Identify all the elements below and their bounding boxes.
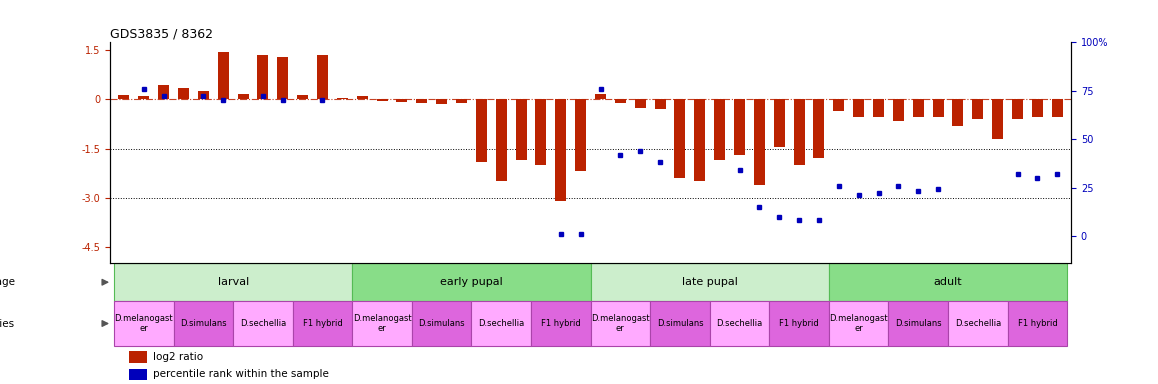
Bar <box>417 99 427 103</box>
Text: percentile rank within the sample: percentile rank within the sample <box>153 369 329 379</box>
Text: D.simulans: D.simulans <box>657 319 703 328</box>
Bar <box>695 99 705 181</box>
Bar <box>615 99 625 103</box>
Bar <box>953 99 963 126</box>
Bar <box>298 94 308 99</box>
Text: GDS3835 / 8362: GDS3835 / 8362 <box>110 27 213 40</box>
Text: F1 hybrid: F1 hybrid <box>779 319 819 328</box>
Bar <box>714 99 725 160</box>
Text: larval: larval <box>218 277 249 287</box>
Bar <box>1051 99 1063 118</box>
Bar <box>376 99 388 101</box>
Text: F1 hybrid: F1 hybrid <box>1018 319 1057 328</box>
Bar <box>293 301 352 346</box>
Bar <box>471 301 532 346</box>
Text: D.simulans: D.simulans <box>179 319 227 328</box>
Text: development stage: development stage <box>0 277 15 287</box>
Bar <box>352 301 412 346</box>
Bar <box>853 99 864 118</box>
Bar <box>532 301 591 346</box>
Text: F1 hybrid: F1 hybrid <box>541 319 580 328</box>
Bar <box>774 99 785 147</box>
Text: species: species <box>0 318 15 329</box>
Bar <box>317 55 328 99</box>
Bar <box>829 263 1068 301</box>
Bar <box>710 301 769 346</box>
Bar <box>754 99 764 185</box>
Bar <box>973 99 983 119</box>
Text: D.sechellia: D.sechellia <box>240 319 286 328</box>
Bar <box>793 99 805 165</box>
Bar <box>635 99 646 108</box>
Text: early pupal: early pupal <box>440 277 503 287</box>
Bar <box>237 94 249 99</box>
Bar <box>650 301 710 346</box>
Bar <box>595 94 606 99</box>
Bar <box>948 301 1007 346</box>
Text: D.sechellia: D.sechellia <box>478 319 525 328</box>
Bar <box>396 99 408 102</box>
Text: D.simulans: D.simulans <box>895 319 941 328</box>
Bar <box>932 99 944 118</box>
Text: D.melanogast
er: D.melanogast er <box>829 314 888 333</box>
Bar <box>769 301 829 346</box>
Text: F1 hybrid: F1 hybrid <box>302 319 343 328</box>
Bar <box>873 99 884 118</box>
Bar <box>113 263 352 301</box>
Bar <box>813 99 824 158</box>
Bar <box>159 85 169 99</box>
Bar <box>113 301 174 346</box>
Bar <box>257 55 269 99</box>
Bar <box>456 99 467 103</box>
Text: D.simulans: D.simulans <box>418 319 466 328</box>
Bar <box>992 99 1003 139</box>
Bar <box>1032 99 1043 118</box>
Bar <box>556 99 566 201</box>
Bar <box>233 301 293 346</box>
Bar <box>476 99 486 162</box>
Bar <box>576 99 586 171</box>
Bar <box>591 301 650 346</box>
Text: D.sechellia: D.sechellia <box>717 319 763 328</box>
Bar <box>130 351 147 363</box>
Bar <box>357 96 368 99</box>
Bar <box>734 99 745 155</box>
Text: D.sechellia: D.sechellia <box>954 319 1001 328</box>
Bar <box>174 301 233 346</box>
Bar <box>118 94 130 99</box>
Bar <box>535 99 547 165</box>
Bar <box>893 99 904 121</box>
Bar <box>674 99 686 178</box>
Bar <box>654 99 666 109</box>
Bar <box>352 263 591 301</box>
Text: D.melanogast
er: D.melanogast er <box>591 314 650 333</box>
Bar <box>591 263 829 301</box>
Text: D.melanogast
er: D.melanogast er <box>353 314 411 333</box>
Bar <box>913 99 924 118</box>
Text: adult: adult <box>933 277 962 287</box>
Bar <box>218 52 228 99</box>
Bar <box>138 96 149 99</box>
Text: log2 ratio: log2 ratio <box>153 352 204 362</box>
Bar <box>515 99 527 160</box>
Bar <box>888 301 948 346</box>
Bar <box>337 98 347 99</box>
Bar <box>198 91 208 99</box>
Bar <box>1007 301 1068 346</box>
Bar <box>412 301 471 346</box>
Bar <box>496 99 507 181</box>
Text: D.melanogast
er: D.melanogast er <box>115 314 173 333</box>
Bar <box>829 301 888 346</box>
Bar <box>277 57 288 99</box>
Text: late pupal: late pupal <box>682 277 738 287</box>
Bar <box>178 88 189 99</box>
Bar <box>834 99 844 111</box>
Bar <box>130 369 147 380</box>
Bar <box>437 99 447 104</box>
Bar <box>1012 99 1023 119</box>
